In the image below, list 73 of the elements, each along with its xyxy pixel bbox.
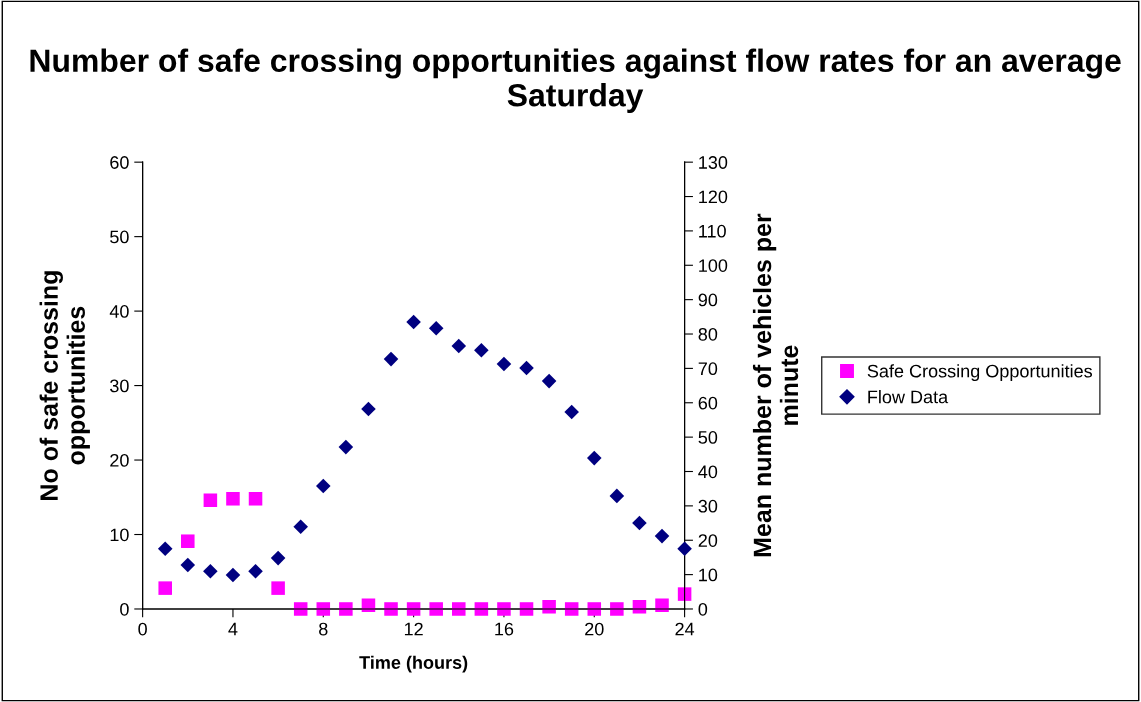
point (406, 314, 421, 330)
point (225, 567, 241, 583)
y2-tick-label: 10 (699, 568, 718, 582)
point (338, 439, 354, 455)
point (181, 534, 195, 548)
point (586, 450, 602, 466)
point (519, 360, 534, 376)
point (655, 598, 669, 613)
chart-title: Number of safe crossing opportunities against flow rates for an average Saturday (30, 48, 1121, 113)
point (474, 342, 489, 358)
point (677, 541, 692, 557)
point (180, 557, 196, 573)
y2-tick-label: 50 (698, 431, 718, 444)
point (632, 515, 647, 531)
point (452, 602, 466, 616)
y2-tick-label: 120 (699, 190, 728, 204)
point (497, 602, 511, 616)
point (677, 587, 692, 601)
point (609, 488, 625, 504)
x-tick-label: 4 (228, 622, 238, 636)
y-tick-label: 0 (120, 602, 129, 616)
y2-tick-label: 0 (698, 602, 708, 616)
x-tick-label: 24 (675, 622, 695, 636)
point (542, 599, 556, 614)
point (496, 356, 512, 372)
point (203, 493, 218, 508)
point (654, 528, 670, 544)
x-tick-label: 8 (319, 622, 328, 636)
point (428, 320, 444, 336)
y-tick-label: 30 (110, 379, 129, 393)
point (384, 602, 398, 616)
y2-tick-label: 130 (699, 156, 728, 169)
y-axis-title: No of safe crossing opportunities (39, 271, 90, 500)
point (203, 563, 218, 579)
point (157, 541, 173, 557)
y2-tick-label: 110 (699, 224, 726, 238)
x-tick-label: 16 (495, 622, 514, 636)
legend-label: Flow Data (868, 390, 949, 404)
y-tick-label: 20 (110, 453, 129, 467)
legend-label: Safe Crossing Opportunities (867, 364, 1093, 382)
y2-tick-label: 60 (698, 396, 718, 410)
point (270, 550, 286, 566)
point (361, 401, 376, 417)
point (429, 602, 443, 616)
y2-tick-label: 90 (698, 293, 718, 307)
point (248, 492, 263, 506)
point (610, 602, 624, 616)
y-tick-label: 50 (110, 230, 129, 244)
y-tick-label: 10 (110, 528, 129, 542)
point (271, 581, 285, 595)
point (158, 581, 172, 595)
y2-tick-label: 40 (698, 465, 718, 479)
y-tick-label: 60 (110, 156, 129, 169)
y2-tick-label: 80 (698, 327, 718, 341)
point (248, 563, 263, 579)
point (451, 338, 467, 354)
point (226, 492, 240, 506)
x-axis-title: Time (hours) (359, 655, 468, 673)
point (339, 602, 353, 616)
point (316, 478, 331, 494)
point (383, 351, 399, 367)
y2-tick-label: 70 (698, 362, 718, 376)
x-tick-label: 0 (138, 622, 147, 636)
point (564, 404, 579, 420)
y2-tick-label: 100 (699, 259, 728, 272)
y-tick-label: 40 (109, 305, 129, 318)
x-tick-label: 12 (404, 622, 423, 636)
point (541, 373, 557, 389)
y2-tick-label: 30 (698, 499, 718, 513)
x-tick-label: 20 (585, 622, 604, 636)
y2-tick-label: 20 (698, 534, 718, 547)
y2-axis-title: Mean number of vehicles per minute (752, 213, 799, 557)
point (293, 519, 308, 535)
